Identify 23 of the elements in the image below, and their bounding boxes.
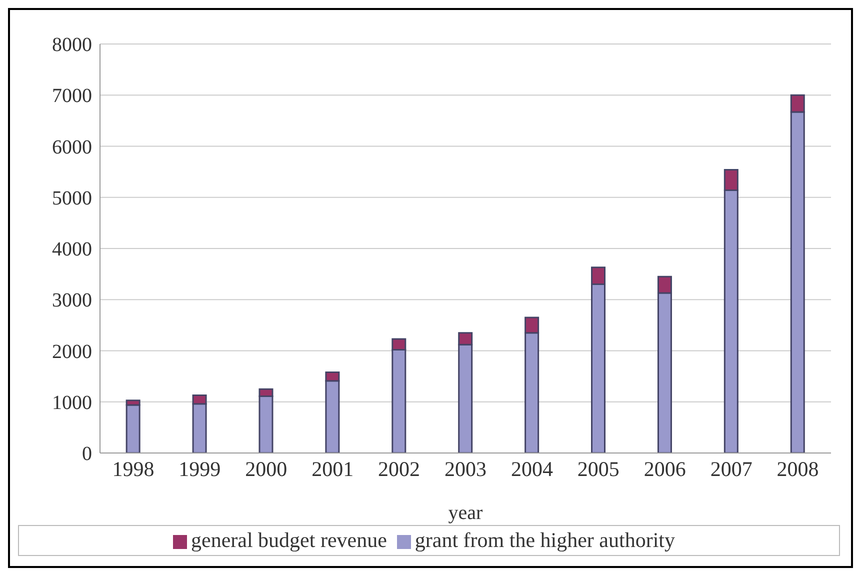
x-tick-label: 1999 [178,456,221,481]
x-tick-label: 1998 [112,456,154,481]
y-tick-label: 2000 [52,340,92,363]
legend-label: general budget revenue [191,528,387,552]
x-axis-title: year [448,502,484,524]
y-tick-label: 6000 [52,136,92,158]
y-tick-label: 1000 [52,392,92,414]
y-tick-label: 7000 [52,85,92,108]
x-tick-label: 2003 [444,456,486,481]
x-tick-label: 2008 [776,456,819,481]
x-tick-label: 2004 [510,456,554,481]
x-tick-label: 2007 [710,456,752,481]
x-tick-label: 2006 [644,456,686,481]
y-tick-label: 8000 [52,34,92,56]
x-tick-label: 2005 [577,456,620,481]
y-tick-label: 0 [82,443,92,466]
legend-label: grant from the higher authority [414,528,675,552]
x-tick-label: 2002 [378,456,420,481]
x-tick-label: 2001 [312,456,354,481]
x-tick-label: 2000 [245,456,288,481]
y-tick-label: 3000 [52,290,92,312]
y-tick-label: 5000 [52,187,92,210]
y-tick-label: 4000 [52,238,92,261]
